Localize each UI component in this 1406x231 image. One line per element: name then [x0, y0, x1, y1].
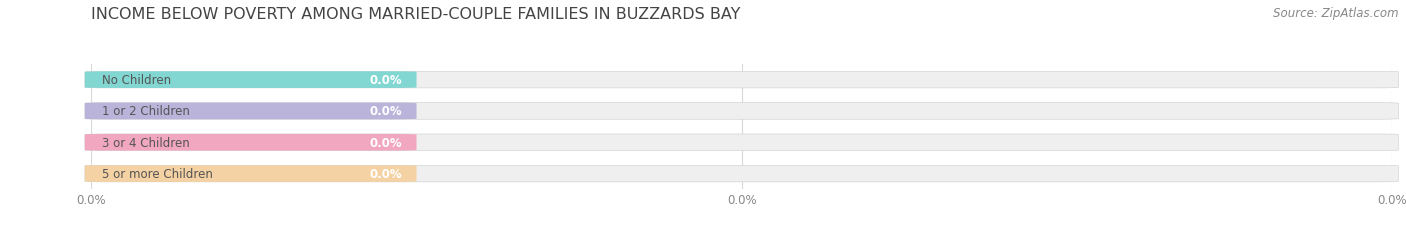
Text: 0.0%: 0.0%: [370, 105, 402, 118]
FancyBboxPatch shape: [84, 103, 416, 120]
Text: Source: ZipAtlas.com: Source: ZipAtlas.com: [1274, 7, 1399, 20]
FancyBboxPatch shape: [84, 103, 1399, 120]
Text: INCOME BELOW POVERTY AMONG MARRIED-COUPLE FAMILIES IN BUZZARDS BAY: INCOME BELOW POVERTY AMONG MARRIED-COUPL…: [91, 7, 741, 22]
FancyBboxPatch shape: [84, 166, 416, 182]
FancyBboxPatch shape: [84, 134, 416, 151]
Text: 1 or 2 Children: 1 or 2 Children: [101, 105, 190, 118]
Text: 5 or more Children: 5 or more Children: [101, 167, 212, 180]
Text: 3 or 4 Children: 3 or 4 Children: [101, 136, 190, 149]
Text: 0.0%: 0.0%: [370, 74, 402, 87]
Text: 0.0%: 0.0%: [370, 167, 402, 180]
FancyBboxPatch shape: [84, 166, 1399, 182]
FancyBboxPatch shape: [84, 134, 1399, 151]
FancyBboxPatch shape: [84, 72, 416, 88]
FancyBboxPatch shape: [84, 72, 1399, 88]
Text: No Children: No Children: [101, 74, 172, 87]
Text: 0.0%: 0.0%: [370, 136, 402, 149]
